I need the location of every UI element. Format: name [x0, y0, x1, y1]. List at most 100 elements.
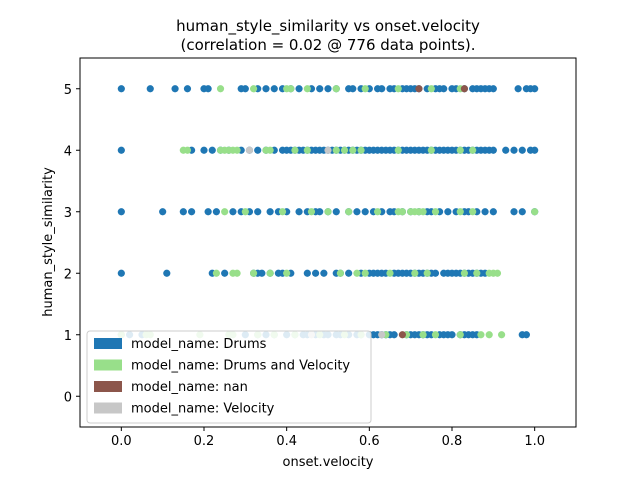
- data-point: [295, 85, 303, 93]
- data-point: [469, 208, 477, 216]
- data-point: [324, 146, 332, 154]
- data-point: [291, 146, 299, 154]
- data-point: [287, 85, 295, 93]
- data-point: [266, 208, 274, 216]
- data-point: [233, 146, 241, 154]
- data-point: [419, 208, 427, 216]
- data-point: [398, 331, 406, 339]
- data-point: [204, 208, 212, 216]
- data-point: [423, 269, 431, 277]
- data-point: [159, 208, 167, 216]
- data-point: [427, 146, 435, 154]
- data-point: [353, 269, 361, 277]
- data-point: [531, 85, 539, 93]
- data-point: [444, 208, 452, 216]
- data-point: [303, 85, 311, 93]
- legend-swatch: [94, 338, 122, 349]
- data-point: [262, 85, 270, 93]
- legend-label: model_name: Velocity: [131, 402, 275, 417]
- data-point: [117, 208, 125, 216]
- legend-label: model_name: Drums: [131, 337, 267, 352]
- legend-label: model_name: nan: [131, 380, 248, 395]
- data-point: [278, 208, 287, 216]
- data-point: [324, 85, 332, 93]
- data-point: [510, 208, 518, 216]
- data-point: [117, 269, 125, 277]
- data-point: [498, 331, 506, 339]
- data-point: [473, 269, 481, 277]
- legend-swatch: [94, 359, 122, 371]
- data-point: [336, 269, 344, 277]
- data-point: [448, 331, 456, 339]
- y-tick-label: 3: [64, 206, 72, 221]
- data-point: [531, 208, 539, 216]
- data-point: [233, 269, 241, 277]
- data-point: [303, 146, 311, 154]
- data-point: [332, 146, 340, 154]
- legend-box: [86, 330, 372, 424]
- data-point: [493, 269, 502, 277]
- data-point: [266, 269, 274, 277]
- data-point: [431, 269, 440, 277]
- data-point: [518, 146, 526, 154]
- data-point: [349, 146, 357, 154]
- data-point: [200, 146, 208, 154]
- data-point: [456, 146, 464, 154]
- x-tick-label: 1.0: [524, 434, 545, 449]
- data-point: [254, 208, 262, 216]
- legend-swatch: [94, 381, 122, 392]
- data-point: [361, 208, 369, 216]
- data-point: [258, 269, 266, 277]
- data-point: [250, 85, 258, 93]
- data-point: [514, 85, 522, 93]
- data-point: [324, 208, 332, 216]
- data-point: [481, 208, 489, 216]
- data-point: [353, 208, 361, 216]
- x-tick-label: 0.4: [276, 434, 297, 449]
- data-point: [117, 85, 125, 93]
- x-tick-label: 0.0: [111, 434, 132, 449]
- data-point: [357, 146, 365, 154]
- data-point: [489, 85, 497, 93]
- data-point: [312, 269, 320, 277]
- y-tick-label: 2: [64, 267, 72, 282]
- data-point: [212, 269, 220, 277]
- plot-area: 0.0 0.2 0.4 0.6 0.8 1.0 0 1 2 3 4 5: [64, 57, 577, 449]
- data-point: [374, 208, 382, 216]
- data-point: [386, 269, 394, 277]
- data-point: [146, 85, 154, 93]
- data-point: [171, 85, 179, 93]
- data-point: [456, 208, 464, 216]
- data-point: [221, 208, 229, 216]
- data-point: [179, 208, 187, 216]
- data-point: [270, 85, 278, 93]
- data-point: [469, 146, 477, 154]
- data-point: [390, 331, 398, 339]
- data-point: [394, 146, 402, 154]
- series-2-points: [398, 85, 468, 339]
- data-point: [349, 85, 357, 93]
- data-point: [394, 85, 402, 93]
- data-point: [345, 208, 353, 216]
- data-point: [183, 146, 192, 154]
- data-point: [361, 85, 369, 93]
- data-point: [477, 331, 485, 339]
- data-point: [254, 146, 262, 154]
- data-point: [216, 85, 225, 93]
- data-point: [419, 331, 427, 339]
- chart-title-line-1: human_style_similarity vs onset.velocity: [176, 17, 480, 36]
- data-point: [117, 146, 125, 154]
- data-point: [307, 208, 316, 216]
- y-tick-label: 5: [64, 83, 72, 98]
- data-point: [411, 269, 419, 277]
- data-point: [241, 85, 249, 93]
- data-point: [266, 146, 274, 154]
- data-point: [460, 269, 468, 277]
- data-point: [531, 146, 539, 154]
- data-point: [221, 269, 229, 277]
- data-point: [378, 85, 386, 93]
- data-point: [320, 269, 328, 277]
- y-tick-label: 0: [64, 390, 72, 405]
- legend-swatch: [94, 402, 122, 414]
